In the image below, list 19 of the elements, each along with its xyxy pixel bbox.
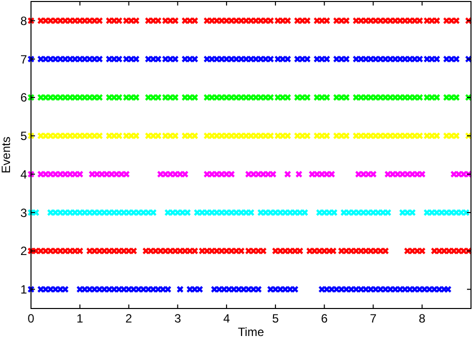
y-axis-title: Events: [0, 136, 13, 174]
y-tick-label: 1: [20, 282, 28, 297]
x-tick-label: 0: [28, 312, 35, 326]
y-tick-label: 7: [20, 52, 28, 66]
y-tick-label: 6: [20, 90, 28, 105]
x-tick-label: 3: [174, 312, 182, 326]
x-axis-title: Time: [238, 325, 264, 338]
y-tick-label: 8: [20, 14, 28, 28]
x-tick-label: 6: [320, 312, 328, 326]
y-tick-label: 3: [20, 206, 28, 220]
x-tick-label: 1: [76, 312, 84, 326]
x-tick-label: 8: [418, 312, 426, 326]
y-tick-label: 4: [20, 167, 28, 182]
y-tick-label: 5: [20, 129, 28, 144]
y-tick-label: 2: [20, 244, 28, 258]
x-tick-label: 2: [125, 312, 132, 326]
x-tick-label: 7: [370, 312, 377, 326]
x-tick-label: 5: [272, 312, 280, 326]
x-tick-label: 4: [223, 312, 230, 326]
